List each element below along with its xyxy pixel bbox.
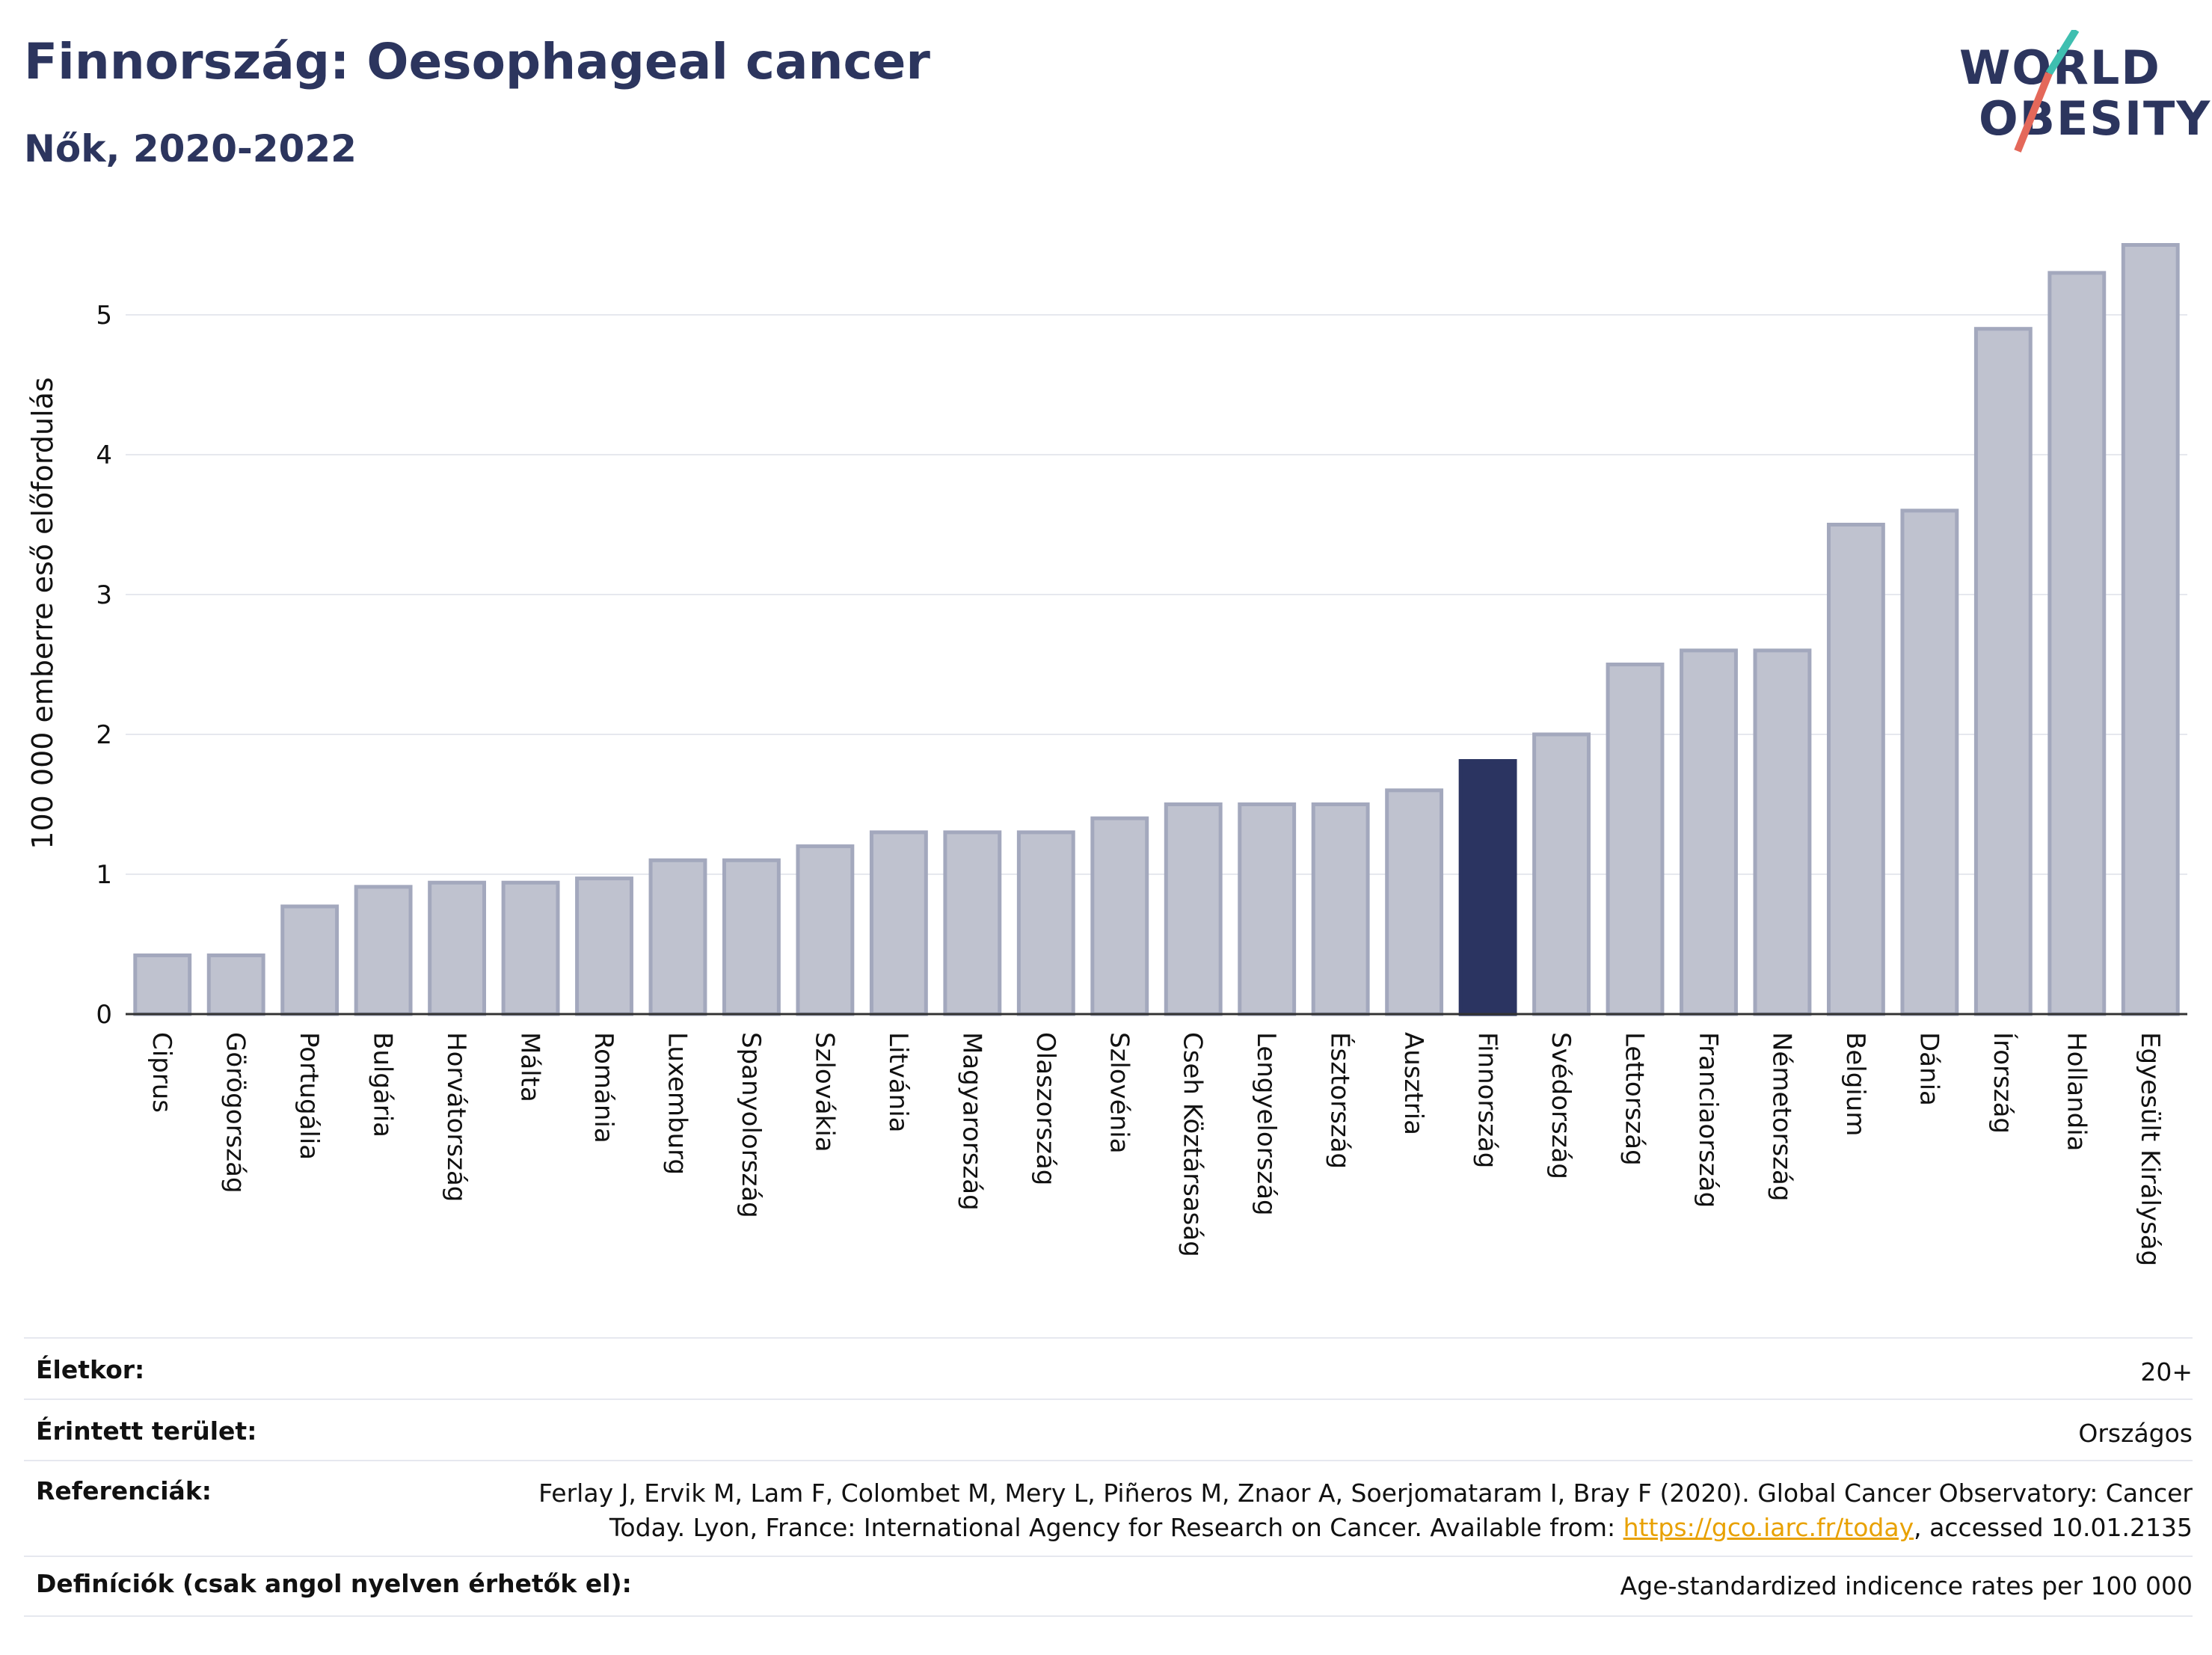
reference-line-2-start: Today. Lyon, France: International Agenc… [609, 1513, 1623, 1542]
bar-chart: 0 1 2 3 4 5 100 000 emberre eső előfordulás Cip… [26, 243, 2187, 1266]
reference-line-2-end: , accessed 10.01.2135 [1914, 1513, 2193, 1542]
bar [1532, 732, 1591, 1016]
info-separator [24, 1615, 2193, 1617]
x-tick-label: Egyesült Királyság [2135, 1032, 2165, 1266]
bar [2047, 271, 2107, 1016]
bar [1826, 523, 1885, 1016]
bar [206, 953, 265, 1016]
y-tick-label: 1 [96, 860, 112, 890]
reference-line-1: Ferlay J, Ervik M, Lam F, Colombet M, Me… [538, 1479, 2193, 1508]
x-tick-label: Litvánia [883, 1032, 913, 1133]
definitions-value: Age-standardized indicence rates per 100… [1620, 1571, 2193, 1600]
bar [1606, 663, 1665, 1016]
bar [943, 830, 1002, 1016]
bar [648, 858, 707, 1016]
bar [2121, 243, 2180, 1016]
bar [1238, 802, 1297, 1016]
x-tick-label: Cseh Köztársaság [1178, 1032, 1208, 1257]
x-tick-label: Spanyolország [736, 1032, 766, 1218]
x-tick-label: Bulgária [368, 1032, 398, 1137]
info-separator [24, 1460, 2193, 1461]
x-tick-label: Írország [1988, 1032, 2018, 1134]
references-label: Referenciák: [36, 1476, 212, 1505]
bar [1753, 648, 1812, 1016]
bar [1458, 759, 1517, 1016]
bar [354, 885, 413, 1016]
info-separator [24, 1556, 2193, 1557]
bar [1900, 509, 1959, 1016]
bar [1016, 830, 1075, 1016]
x-tick-label: Románia [589, 1032, 618, 1143]
logo-line-2: OBESITY [1979, 91, 2212, 146]
info-separator [24, 1337, 2193, 1339]
bar [1311, 802, 1370, 1016]
y-tick-label: 0 [96, 1000, 112, 1030]
x-tick-label: Finnország [1472, 1032, 1502, 1168]
age-value: 20+ [2140, 1357, 2193, 1387]
x-tick-label: Lengyelország [1251, 1032, 1281, 1216]
y-tick-label: 4 [96, 440, 112, 470]
bar [280, 904, 340, 1016]
bar [1385, 788, 1444, 1016]
y-axis-label: 100 000 emberre eső előfordulás [26, 377, 59, 849]
x-tick-label: Belgium [1840, 1032, 1870, 1136]
definitions-label: Definíciók (csak angol nyelven érhetők e… [36, 1569, 632, 1598]
x-tick-label: Olaszország [1030, 1032, 1060, 1185]
world-obesity-logo: WORLD OBESITY [1944, 30, 2210, 165]
x-tick-label: Luxemburg [662, 1032, 692, 1175]
bar [1164, 802, 1223, 1016]
bar [575, 876, 633, 1016]
x-tick-label: Franciaország [1693, 1032, 1723, 1208]
bar [1973, 327, 2033, 1016]
x-tick-label: Dánia [1914, 1032, 1944, 1106]
bar [796, 844, 855, 1016]
y-tick-label: 2 [96, 720, 112, 750]
x-tick-label: Lettország [1620, 1032, 1650, 1166]
x-tick-label: Hollandia [2061, 1032, 2091, 1152]
bar [133, 953, 192, 1016]
page-subtitle: Nők, 2020-2022 [24, 127, 357, 171]
reference-link[interactable]: https://gco.iarc.fr/today [1623, 1513, 1914, 1542]
area-value: Országos [2078, 1419, 2193, 1448]
y-tick-label: 5 [96, 301, 112, 331]
x-tick-label: Magyarország [956, 1032, 986, 1211]
x-tick-label: Ausztria [1398, 1032, 1428, 1135]
age-label: Életkor: [36, 1355, 145, 1384]
y-tick-label: 3 [96, 580, 112, 610]
bar [1090, 816, 1149, 1016]
page-title: Finnország: Oesophageal cancer [24, 33, 930, 90]
bar [722, 858, 781, 1016]
x-tick-label: Görögország [221, 1032, 251, 1194]
references-text: Ferlay J, Ervik M, Lam F, Colombet M, Me… [538, 1476, 2193, 1545]
x-tick-label: Portugália [294, 1032, 324, 1160]
x-tick-label: Ciprus [147, 1032, 176, 1113]
x-tick-label: Horvátország [441, 1032, 471, 1202]
info-separator [24, 1398, 2193, 1400]
bar [869, 830, 928, 1016]
bar [501, 880, 560, 1016]
bar [1680, 648, 1738, 1016]
x-tick-label: Málta [515, 1032, 545, 1102]
x-tick-label: Svédország [1546, 1032, 1576, 1179]
x-tick-label: Észtország [1325, 1032, 1356, 1169]
x-tick-label: Szlovénia [1104, 1032, 1134, 1154]
bar [428, 880, 487, 1016]
reference-line-2: Today. Lyon, France: International Agenc… [538, 1511, 2193, 1545]
x-tick-label: Szlovákia [809, 1032, 839, 1152]
x-tick-label: Németország [1766, 1032, 1796, 1201]
area-label: Érintett terület: [36, 1416, 257, 1446]
logo-slash-icon [2014, 30, 2080, 153]
